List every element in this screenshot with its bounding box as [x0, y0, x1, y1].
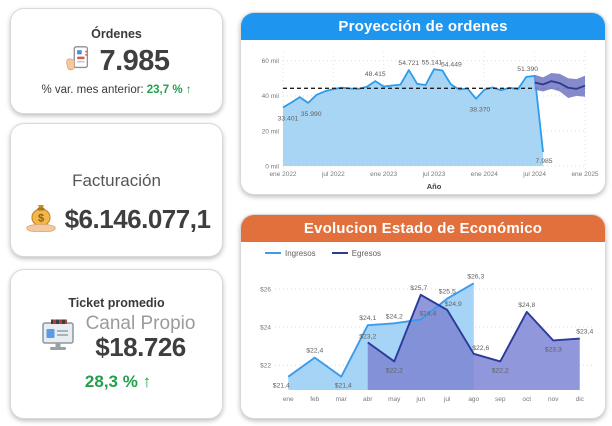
svg-text:ene 2025: ene 2025: [571, 171, 598, 178]
svg-text:ene 2023: ene 2023: [370, 171, 397, 178]
svg-text:$21,4: $21,4: [273, 383, 290, 390]
svg-text:$22,2: $22,2: [386, 367, 403, 374]
y-axis: 0 mil 20 mil 40 mil 60 mil: [262, 58, 280, 170]
online-store-icon: [38, 316, 80, 359]
svg-text:$22,4: $22,4: [306, 348, 323, 355]
orders-variation-label: % var. mes anterior:: [41, 83, 144, 96]
svg-text:$26: $26: [260, 286, 271, 293]
ticket-channel-label: Canal Propio: [85, 312, 196, 334]
svg-text:$24,4: $24,4: [419, 311, 436, 318]
ticket-delta: 28,3 % ↑: [84, 372, 152, 392]
svg-text:jul: jul: [443, 396, 451, 403]
data-labels: $21,4 $22,4 $21,4 $24,1 $24,2 $24,4 $25,5 $26,3…: [273, 273, 594, 389]
up-arrow-icon: ↑: [185, 83, 192, 96]
svg-text:0 mil: 0 mil: [265, 163, 279, 170]
revenue-card-title: Facturación: [72, 171, 161, 190]
legend-label-ingresos: Ingresos: [285, 248, 316, 258]
revenue-value: $6.146.077,1: [64, 204, 211, 234]
svg-text:$23,4: $23,4: [576, 329, 593, 336]
svg-text:$24,1: $24,1: [359, 315, 376, 322]
svg-text:$25,5: $25,5: [439, 289, 456, 296]
svg-text:nov: nov: [548, 396, 559, 403]
svg-text:54.449: 54.449: [441, 62, 462, 69]
svg-text:51.390: 51.390: [517, 66, 538, 73]
svg-text:$21,4: $21,4: [335, 383, 352, 390]
svg-text:$24,2: $24,2: [386, 313, 403, 320]
receipt-in-hand-icon: [63, 44, 93, 79]
economic-evolution-chart-title: Evolucion Estado de Económico: [241, 215, 605, 242]
svg-text:jul 2024: jul 2024: [522, 171, 546, 178]
svg-text:$22: $22: [260, 363, 271, 370]
svg-text:abr: abr: [363, 396, 373, 403]
svg-text:ene 2022: ene 2022: [269, 171, 296, 178]
svg-text:dic: dic: [576, 396, 585, 403]
svg-text:$: $: [38, 213, 44, 225]
orders-variation: % var. mes anterior: 23,7 % ↑: [41, 84, 191, 96]
ticket-card-title: Ticket promedio: [68, 295, 165, 310]
svg-text:$24,8: $24,8: [518, 302, 535, 309]
up-arrow-icon: ↑: [142, 372, 152, 392]
svg-text:48.415: 48.415: [365, 71, 386, 78]
svg-text:ene: ene: [283, 396, 294, 403]
svg-text:$24,9: $24,9: [445, 301, 462, 308]
ticket-kpi-card: Ticket promedio Canal Propio $18.726 28,…: [10, 269, 223, 419]
egresos-line-swatch-icon: [331, 252, 348, 254]
gridlines: $22 $24 $26: [260, 286, 593, 370]
orders-projection-chart-title: Proyección de ordenes: [241, 13, 605, 40]
orders-card-title: Órdenes: [91, 26, 142, 41]
legend-item-ingresos[interactable]: Ingresos: [265, 249, 316, 258]
svg-text:$26,3: $26,3: [467, 273, 484, 280]
svg-text:$24: $24: [260, 325, 271, 332]
orders-projection-chart-card: Proyección de ordenes 0 mil 20 mil 40 mil 6…: [240, 12, 606, 195]
x-axis-title: Año: [427, 182, 442, 191]
x-axis: ene feb mar abr may jun jul ago sep oct nov dic: [283, 396, 585, 403]
svg-text:$25,7: $25,7: [410, 285, 427, 292]
economic-evolution-chart-card: Evolucion Estado de Económico Ingresos E…: [240, 214, 606, 419]
svg-text:may: may: [388, 396, 401, 403]
orders-projection-chart[interactable]: 0 mil 20 mil 40 mil 60 mil ene 2022 jul 2022 e…: [241, 40, 605, 194]
svg-text:ene 2024: ene 2024: [471, 171, 498, 178]
orders-kpi-card: Órdenes 7.985 % var. mes anterior: 23,7 %…: [10, 8, 223, 114]
svg-text:sep: sep: [495, 396, 506, 403]
svg-text:jul 2022: jul 2022: [321, 171, 345, 178]
forecast-band[interactable]: [534, 73, 586, 98]
svg-text:40 mil: 40 mil: [262, 93, 280, 100]
svg-text:ago: ago: [468, 396, 479, 403]
svg-text:$22,6: $22,6: [472, 345, 489, 352]
ingresos-line[interactable]: [287, 282, 475, 378]
revenue-kpi-card: Facturación $ $6.146.077,1: [10, 123, 223, 257]
orders-value: 7.985: [99, 44, 170, 77]
svg-text:20 mil: 20 mil: [262, 128, 280, 135]
orders-variation-value: 23,7 % ↑: [146, 83, 192, 96]
chart-legend: Ingresos Egresos: [265, 246, 605, 260]
egresos-line[interactable]: [367, 293, 580, 363]
legend-label-egresos: Egresos: [351, 248, 382, 258]
svg-text:54.721: 54.721: [398, 60, 419, 67]
money-bag-in-hand-icon: $: [23, 201, 59, 238]
svg-text:$23,2: $23,2: [359, 333, 376, 340]
legend-item-egresos[interactable]: Egresos: [331, 248, 382, 258]
svg-text:jun: jun: [415, 396, 425, 403]
svg-text:60 mil: 60 mil: [262, 58, 280, 65]
svg-text:mar: mar: [336, 396, 348, 403]
svg-text:55.141: 55.141: [422, 59, 443, 66]
svg-text:33.401: 33.401: [278, 115, 299, 122]
ingresos-line-swatch-icon: [265, 252, 281, 254]
svg-text:38.370: 38.370: [470, 107, 491, 114]
svg-text:jul 2023: jul 2023: [422, 171, 446, 178]
economic-evolution-chart[interactable]: $22 $24 $26 ene feb mar abr may jun jul ago sep oct n…: [241, 260, 605, 418]
orders-area-series[interactable]: [282, 68, 544, 166]
svg-text:oct: oct: [522, 396, 531, 403]
svg-text:$22,2: $22,2: [492, 367, 509, 374]
svg-text:35.990: 35.990: [301, 111, 322, 118]
ticket-value: $18.726: [95, 331, 186, 362]
svg-text:7.985: 7.985: [536, 158, 553, 165]
svg-text:feb: feb: [310, 396, 319, 403]
x-axis: ene 2022 jul 2022 ene 2023 jul 2023 ene 2024…: [269, 171, 598, 178]
svg-text:$23,3: $23,3: [545, 346, 562, 353]
